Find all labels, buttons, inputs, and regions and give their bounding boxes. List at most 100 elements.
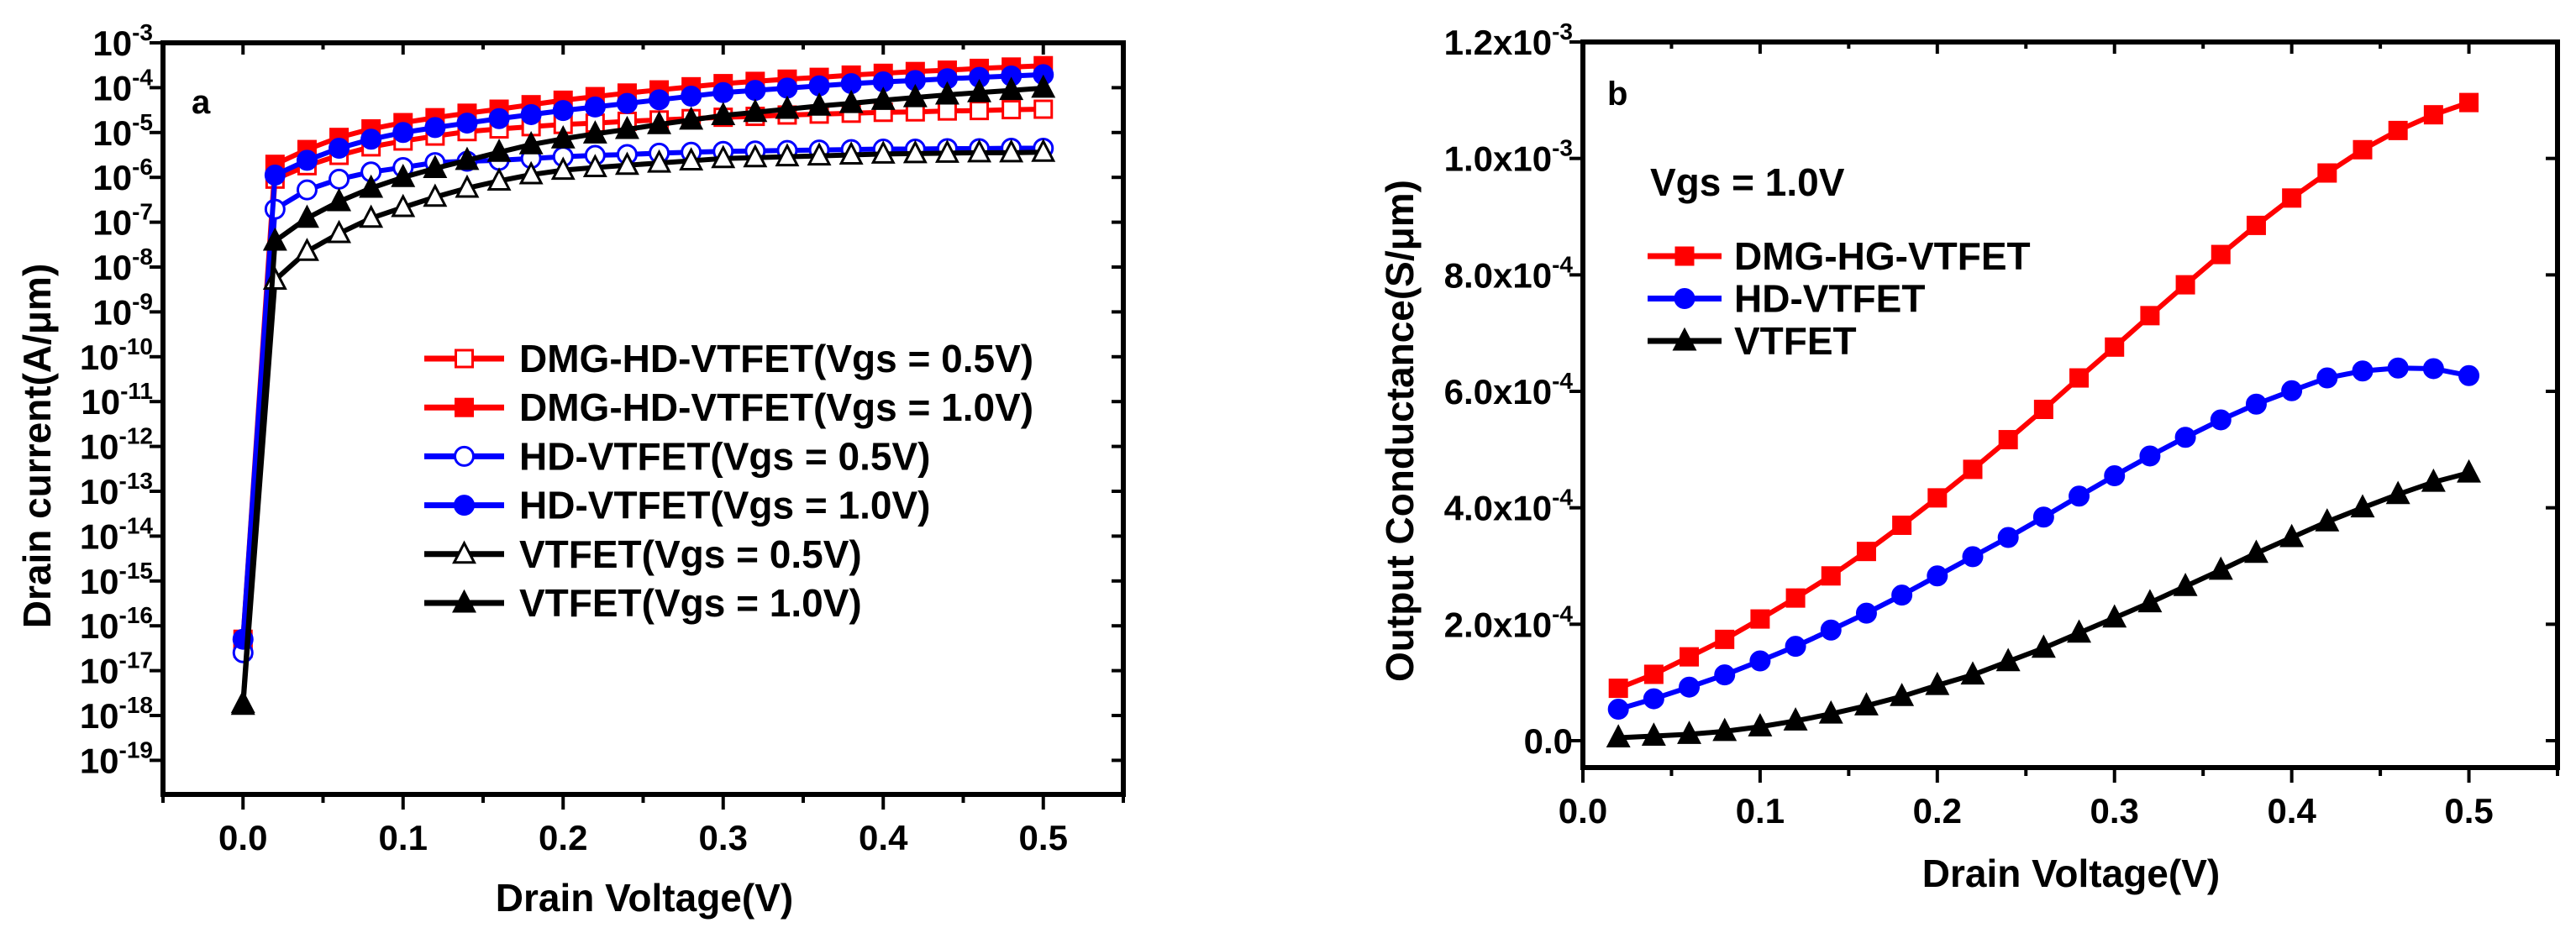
x-tick-label: 0.3 <box>699 818 748 857</box>
triangle-marker <box>614 151 639 176</box>
triangle-marker <box>391 163 416 187</box>
triangle-marker <box>550 125 576 149</box>
square-marker <box>2423 105 2443 125</box>
legend-item: HD-VTFET(Vgs = 1.0V) <box>424 484 930 527</box>
square-marker <box>1998 430 2018 450</box>
square-marker <box>2105 337 2125 357</box>
triangle-marker <box>967 139 992 163</box>
panel-b-output-conductance-chart: b Vgs = 1.0V Drain Voltage(V) Output Con… <box>1378 18 2560 895</box>
series-4 <box>230 139 1056 715</box>
circle-marker <box>392 122 414 144</box>
y-tick-label: 10-11 <box>81 378 153 422</box>
triangle-marker <box>679 147 704 170</box>
y-tick-label: 10-6 <box>92 154 153 197</box>
circle-marker <box>552 100 574 122</box>
y-tick-label: 8.0x10-4 <box>1444 251 1574 295</box>
circle-marker <box>1679 676 1701 698</box>
plot-frame <box>1580 39 2560 770</box>
vgs-annotation: Vgs = 1.0V <box>1650 160 1845 204</box>
square-marker <box>2353 139 2373 160</box>
triangle-marker <box>902 83 928 107</box>
triangle-marker <box>1606 724 1631 748</box>
circle-marker <box>776 77 798 99</box>
x-tick-label: 0.1 <box>379 818 428 857</box>
triangle-marker <box>839 89 864 113</box>
square-marker <box>2175 275 2195 295</box>
square-marker <box>2069 368 2090 388</box>
square-marker <box>937 101 957 121</box>
square-marker <box>1033 99 1054 119</box>
circle-marker <box>712 81 734 103</box>
triangle-marker <box>550 156 576 181</box>
triangle-marker <box>2279 523 2305 548</box>
triangle-marker <box>423 155 448 179</box>
circle-marker <box>2422 358 2444 380</box>
triangle-marker <box>2173 573 2198 596</box>
circle-marker <box>584 96 606 118</box>
legend-label: DMG-HD-VTFET(Vgs = 1.0V) <box>519 385 1033 429</box>
triangle-marker <box>743 144 768 168</box>
triangle-marker <box>230 689 255 714</box>
series-5 <box>230 74 1056 714</box>
legend-item: HD-VTFET(Vgs = 0.5V) <box>424 434 930 478</box>
legend-label: HD-VTFET(Vgs = 0.5V) <box>519 434 930 478</box>
square-marker <box>1785 588 1806 608</box>
triangle-marker <box>1960 661 1985 685</box>
circle-marker <box>1891 584 1913 606</box>
y-tick-label: 4.0x10-4 <box>1444 485 1574 528</box>
circle-marker <box>2316 367 2338 389</box>
triangle-marker <box>775 95 800 119</box>
circle-marker <box>2139 445 2161 467</box>
triangle-marker <box>518 130 544 155</box>
triangle-marker <box>327 187 352 212</box>
triangle-marker <box>2067 619 2092 643</box>
triangle-marker <box>262 227 287 251</box>
square-marker <box>2459 92 2479 113</box>
circle-marker <box>456 113 478 134</box>
series-2 <box>1606 459 2482 748</box>
triangle-marker <box>1818 700 1843 724</box>
y-tick-label: 10-10 <box>80 333 153 377</box>
y-tick-label: 2.0x10-4 <box>1444 600 1574 644</box>
x-axis-label: Drain Voltage(V) <box>1922 852 2220 895</box>
triangle-marker <box>614 115 639 139</box>
x-tick-label: 0.4 <box>2267 791 2316 831</box>
circle-marker <box>808 75 830 97</box>
circle-marker <box>360 128 382 150</box>
y-tick-label: 10-8 <box>92 244 153 287</box>
triangle-marker <box>1677 721 1702 744</box>
legend-label: HD-VTFET <box>1734 277 1925 321</box>
triangle-marker <box>1783 707 1808 731</box>
panel-a-drain-current-chart: a Drain Voltage(V) Drain current(A/μm) 0… <box>15 19 1126 920</box>
legend-label: VTFET <box>1734 319 1857 363</box>
y-tick-label: 10-16 <box>80 602 153 646</box>
triangle-marker <box>1995 647 2021 672</box>
triangle-marker <box>294 238 319 261</box>
y-axis-label: Drain current(A/μm) <box>15 264 59 629</box>
circle-marker <box>616 92 638 114</box>
circle-marker <box>520 103 542 125</box>
y-tick-label: 10-9 <box>92 288 153 332</box>
y-tick-label: 10-17 <box>80 647 153 691</box>
triangle-marker <box>711 102 736 126</box>
circle-marker <box>1820 619 1842 641</box>
square-marker <box>2246 215 2266 235</box>
series-line <box>1617 365 2470 712</box>
y-tick-label: 10-4 <box>92 64 153 107</box>
triangle-marker <box>870 86 896 110</box>
triangle-marker <box>1748 713 1773 736</box>
triangle-marker <box>582 154 607 177</box>
x-tick-label: 0.1 <box>1736 791 1785 831</box>
x-tick-label: 0.2 <box>1913 791 1962 831</box>
square-marker <box>2317 163 2337 183</box>
legend-item: DMG-HD-VTFET(Vgs = 0.5V) <box>424 337 1033 380</box>
circle-marker <box>1855 602 1877 624</box>
triangle-marker <box>2137 589 2163 613</box>
square-marker <box>455 349 474 369</box>
circle-marker <box>488 107 510 129</box>
circle-marker <box>2281 380 2303 401</box>
square-marker <box>1643 664 1664 684</box>
square-marker <box>2033 399 2053 419</box>
y-tick-label: 1.0x10-3 <box>1444 135 1573 179</box>
circle-marker <box>264 165 286 186</box>
